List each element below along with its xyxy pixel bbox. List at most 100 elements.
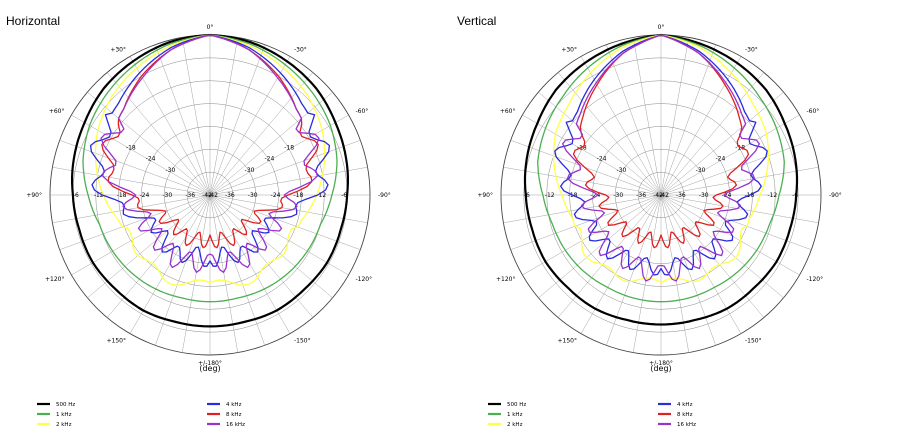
grid-spoke [106, 72, 211, 196]
grid-spoke [71, 114, 211, 196]
radial-tick-label: -42 [202, 192, 212, 199]
grid-spoke [209, 194, 265, 346]
angle-label: -30° [294, 47, 307, 54]
angle-label: -120° [806, 276, 823, 283]
radial-tick-label: -24 [722, 192, 732, 199]
grid-spoke [557, 194, 662, 318]
legend-label: 2 kHz [507, 422, 523, 428]
angle-label: +60° [500, 108, 516, 115]
angle-label: +150° [107, 337, 126, 344]
legend-label: 16 kHz [677, 422, 696, 428]
series-curves [523, 33, 799, 326]
angle-label: +30° [561, 47, 577, 54]
grid-spoke [59, 194, 211, 250]
grid-spoke [606, 44, 662, 196]
radial-tick-label: -24 [597, 156, 607, 163]
grid-spoke [106, 194, 211, 318]
radial-tick-label: -30 [617, 167, 627, 174]
radial-tick-label: -24 [146, 156, 156, 163]
grid-spoke [660, 44, 716, 196]
grid-spoke [660, 194, 690, 353]
grid-spoke [87, 91, 211, 196]
x-axis-label: (deg) [199, 364, 220, 373]
radial-tick-label: -36 [636, 192, 646, 199]
grid-spoke [209, 72, 314, 196]
grid-spoke [71, 194, 211, 276]
grid-spoke [538, 91, 662, 196]
series-line-16-khz [562, 34, 760, 282]
radial-tick-label: -30 [613, 192, 623, 199]
legend-label: 1 kHz [507, 412, 523, 418]
angle-label: -150° [745, 337, 762, 344]
angle-label: -60° [806, 108, 819, 115]
radial-tick-label: -18 [126, 144, 136, 151]
grid-spoke [155, 44, 211, 196]
legend-label: 500 Hz [56, 402, 75, 408]
grid-spoke [155, 194, 211, 346]
radial-tick-label: -18 [117, 192, 127, 199]
angle-label: 0° [207, 24, 214, 31]
radial-tick-label: -6 [524, 192, 530, 199]
grid-spoke [660, 194, 765, 318]
radial-tick-label: -30 [248, 192, 258, 199]
angle-label: +30° [110, 47, 126, 54]
vertical-polar-panel: Vertical 0° -30° -60° -90° -120° -150° +/-180° +… [451, 0, 901, 447]
grid-spoke [52, 194, 211, 224]
radial-tick-label: -6 [73, 192, 79, 199]
legend-label: 500 Hz [507, 402, 526, 408]
radial-tick-label: -12 [767, 192, 777, 199]
grid-spoke [209, 44, 265, 196]
grid-spoke [209, 114, 349, 196]
radial-tick-label: -12 [545, 192, 555, 199]
legend-label: 16 kHz [226, 422, 245, 428]
angle-label: +90° [26, 192, 42, 199]
radial-tick-label: -36 [225, 192, 235, 199]
grid-spoke [209, 194, 314, 318]
radial-tick-label: -6 [341, 192, 347, 199]
horizontal-polar-panel: Horizontal 0° -30° -60° -90° -120° -150° +/-180… [0, 0, 450, 447]
chart-title: Horizontal [6, 14, 60, 28]
grid-spoke [52, 166, 211, 196]
grid-spoke [538, 194, 662, 299]
radial-tick-label: -42 [653, 192, 663, 199]
grid-spoke [660, 166, 819, 196]
angle-label: -150° [294, 337, 311, 344]
horizontal-polar-chart: Horizontal 0° -30° -60° -90° -120° -150° +/-180… [6, 14, 391, 428]
legend-label: 4 kHz [226, 402, 242, 408]
radial-tick-label: -12 [94, 192, 104, 199]
grid-spoke [181, 37, 211, 196]
grid-spoke [606, 194, 662, 346]
angle-label: +/-180° [198, 360, 222, 367]
radial-tick-label: -42 [659, 192, 669, 199]
grid-spoke [209, 194, 239, 353]
grid-spoke [209, 166, 368, 196]
angle-label: +150° [558, 337, 577, 344]
grid-spoke [209, 91, 333, 196]
grid-spoke [660, 194, 784, 299]
angle-label: +60° [49, 108, 65, 115]
radial-tick-label: -36 [185, 192, 195, 199]
grid-spoke [660, 72, 765, 196]
angle-label: +90° [477, 192, 493, 199]
legend: 500 Hz 1 kHz 2 kHz 4 kHz 8 kHz 16 kHz [37, 402, 245, 428]
legend-label: 2 kHz [56, 422, 72, 428]
radial-tick-label: -24 [264, 156, 274, 163]
angle-label: +120° [496, 276, 515, 283]
grid-spoke [632, 194, 662, 353]
radial-tick-label: -24 [271, 192, 281, 199]
angle-label: 0° [658, 24, 665, 31]
series-curves [71, 33, 349, 328]
angle-label: -90° [829, 192, 842, 199]
angle-label: -30° [745, 47, 758, 54]
grid-spoke [129, 56, 211, 196]
radial-tick-label: -30 [696, 167, 706, 174]
angle-label: +/-180° [649, 360, 673, 367]
legend-label: 8 kHz [226, 412, 242, 418]
angle-label: +120° [45, 276, 64, 283]
grid-spoke [181, 194, 211, 353]
radial-tick-label: -30 [162, 192, 172, 199]
angle-label: -120° [355, 276, 372, 283]
series-line-16-khz [100, 34, 320, 273]
grid-spoke [632, 37, 662, 196]
radial-tick-label: -24 [715, 156, 725, 163]
